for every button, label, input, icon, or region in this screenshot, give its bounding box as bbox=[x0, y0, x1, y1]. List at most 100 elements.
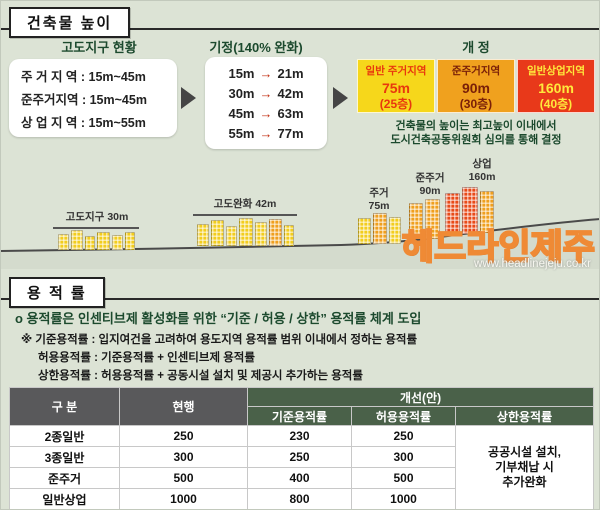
building bbox=[480, 191, 494, 233]
zone-floors: (25층) bbox=[379, 97, 413, 111]
arrow-right-icon: → bbox=[259, 66, 273, 81]
ground-svg bbox=[1, 218, 599, 269]
relax-row: 30m → 42m bbox=[205, 84, 327, 104]
building bbox=[445, 193, 460, 234]
far-note-upper: 상한용적률 : 허용용적률 + 공동시설 설치 및 제공시 추가하는 용적률 bbox=[38, 370, 363, 382]
row-allow: 250 bbox=[351, 425, 456, 447]
table-header-current: 현행 bbox=[119, 387, 248, 426]
table-header-base-far: 기준용적률 bbox=[247, 406, 352, 426]
building bbox=[97, 232, 110, 250]
building bbox=[226, 226, 237, 246]
row-base: 800 bbox=[247, 488, 352, 509]
zone-label: 일반 주거지역 bbox=[365, 65, 427, 77]
section2-title: 용 적 률 bbox=[9, 277, 105, 308]
far-table: 구 분 현행 개선(안) 기준용적률 허용용적률 상한용적률 2종일반 250 … bbox=[9, 387, 595, 509]
zone-height: 90m bbox=[461, 80, 491, 96]
flow-arrow-icon bbox=[181, 87, 196, 109]
building bbox=[284, 225, 294, 246]
ground-fill bbox=[1, 219, 599, 269]
arrow-right-icon: → bbox=[259, 126, 273, 141]
col-head-revised: 개 정 bbox=[462, 40, 490, 55]
row-current: 250 bbox=[119, 425, 248, 447]
building bbox=[211, 220, 224, 246]
building bbox=[197, 224, 209, 246]
relax-row: 55m → 77m bbox=[205, 124, 327, 144]
row-label: 준주거 bbox=[9, 467, 120, 489]
diagram-label-junjugeo: 준주거 90m bbox=[415, 172, 445, 197]
row-current: 1000 bbox=[119, 488, 248, 509]
height-limit-line bbox=[193, 214, 297, 216]
table-header-upper-far: 상한용적률 bbox=[454, 406, 595, 426]
building bbox=[389, 217, 401, 244]
row-base: 400 bbox=[247, 467, 352, 489]
diagram-label-jugeo: 주거 75m bbox=[368, 187, 390, 212]
upper-far-note: 공공시설 설치, 기부채납 시 추가완화 bbox=[454, 425, 595, 509]
building bbox=[125, 232, 135, 250]
current-line-semi-residential: 준주거지역 : 15m~45m bbox=[21, 93, 147, 107]
building bbox=[255, 222, 267, 246]
note-line: 도시건축공동위원회 심의를 통해 결정 bbox=[390, 134, 562, 146]
relax-to: 63m bbox=[277, 106, 304, 121]
current-district-box: 주 거 지 역 : 15m~45m 준주거지역 : 15m~45m 상 업 지 … bbox=[9, 59, 177, 137]
row-current: 500 bbox=[119, 467, 248, 489]
building bbox=[409, 203, 423, 239]
table-header-improvement: 개선(안) bbox=[246, 387, 595, 407]
zone-label: 일반상업지역 bbox=[527, 65, 585, 77]
far-note-allow: 허용용적률 : 기준용적률 + 인센티브제 용적률 bbox=[38, 352, 255, 364]
row-current: 300 bbox=[119, 446, 248, 468]
revision-box-residential: 일반 주거지역 75m (25층) bbox=[357, 59, 435, 113]
far-note-base: ※ 기준용적률 : 입지여건을 고려하여 용도지역 용적률 범위 이내에서 정하… bbox=[21, 334, 418, 346]
row-allow: 1000 bbox=[351, 488, 456, 509]
current-line-residential: 주 거 지 역 : 15m~45m bbox=[21, 70, 146, 84]
relax-row: 45m → 63m bbox=[205, 104, 327, 124]
relax-from: 45m bbox=[228, 106, 255, 121]
building bbox=[71, 230, 83, 250]
section1-title: 건축물 높이 bbox=[9, 7, 131, 38]
height-limit-line bbox=[53, 227, 139, 229]
revision-note: 건축물의 높이는 최고높이 이내에서 도시건축공동위원회 심의를 통해 결정 bbox=[353, 119, 599, 147]
col-head-current: 고도지구 현황 bbox=[61, 40, 137, 55]
arrow-right-icon: → bbox=[259, 106, 273, 121]
flow-arrow-icon bbox=[333, 87, 348, 109]
building bbox=[462, 187, 478, 234]
relax-from: 55m bbox=[228, 126, 255, 141]
note-line: 건축물의 높이는 최고높이 이내에서 bbox=[395, 120, 557, 132]
zone-height: 160m bbox=[538, 80, 574, 96]
section2-header: 용 적 률 bbox=[1, 277, 599, 308]
table-row: 일반상업 1000 800 1000 bbox=[9, 488, 594, 509]
row-label: 2종일반 bbox=[9, 425, 120, 447]
header-rule bbox=[1, 298, 599, 300]
zone-floors: (30층) bbox=[459, 97, 493, 111]
revision-box-commercial: 일반상업지역 160m (40층) bbox=[517, 59, 595, 113]
zone-floors: (40층) bbox=[539, 97, 573, 111]
table-header-category: 구 분 bbox=[9, 387, 120, 426]
building bbox=[58, 234, 69, 250]
building bbox=[425, 199, 440, 239]
section1-header: 건축물 높이 bbox=[1, 7, 599, 38]
watermark-logo: 헤드라인제주 bbox=[401, 227, 596, 268]
revision-boxes: 일반 주거지역 75m (25층) 준주거지역 90m (30층) 일반상업지역… bbox=[357, 59, 595, 113]
relax-to: 77m bbox=[277, 126, 304, 141]
arrow-right-icon: → bbox=[259, 86, 273, 101]
relax-from: 30m bbox=[228, 86, 255, 101]
table-row: 3종일반 300 250 300 bbox=[9, 446, 594, 468]
diagram-label-sangeop: 상업 160m bbox=[468, 158, 496, 183]
row-base: 250 bbox=[247, 446, 352, 468]
row-label: 일반상업 bbox=[9, 488, 120, 509]
watermark-url: www.headlinejeju.co.kr bbox=[474, 258, 591, 270]
revision-box-semi-residential: 준주거지역 90m (30층) bbox=[437, 59, 515, 113]
building bbox=[239, 218, 253, 246]
table-header-allow-far: 허용용적률 bbox=[351, 406, 456, 426]
relax-to: 21m bbox=[277, 66, 304, 81]
relax-row: 15m → 21m bbox=[205, 64, 327, 84]
building bbox=[358, 218, 371, 244]
col-head-existing: 기정(140% 완화) bbox=[209, 40, 303, 55]
existing-relaxation-box: 15m → 21m 30m → 42m 45m → 63m 55m → 77m bbox=[205, 57, 327, 149]
ground-line bbox=[1, 218, 599, 252]
current-line-commercial: 상 업 지 역 : 15m~55m bbox=[21, 116, 146, 130]
building bbox=[112, 235, 123, 250]
diagram-label-godowanhwa: 고도완화 42m bbox=[213, 198, 277, 210]
diagram-label-godojigu: 고도지구 30m bbox=[65, 211, 129, 223]
relax-to: 42m bbox=[277, 86, 304, 101]
